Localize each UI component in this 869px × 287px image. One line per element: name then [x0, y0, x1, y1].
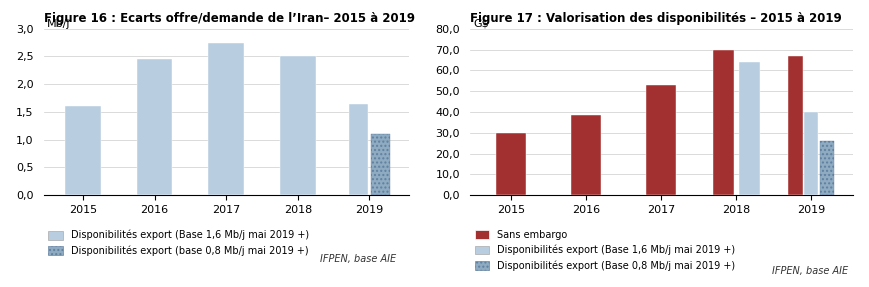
Legend: Sans embargo, Disponibilités export (Base 1,6 Mb/j mai 2019 +), Disponibilités e: Sans embargo, Disponibilités export (Bas… [474, 230, 734, 271]
Bar [646, 85, 675, 195]
Text: Mb/j: Mb/j [47, 19, 70, 29]
Bar [136, 59, 172, 195]
Text: G$: G$ [473, 19, 488, 29]
Bar [348, 104, 368, 195]
Legend: Disponibilités export (Base 1,6 Mb/j mai 2019 +), Disponibilités export (base 0,: Disponibilités export (Base 1,6 Mb/j mai… [49, 230, 308, 256]
Bar [713, 50, 733, 195]
Text: IFPEN, base AIE: IFPEN, base AIE [320, 254, 395, 264]
Bar [570, 115, 600, 195]
Text: Figure 17 : Valorisation des disponibilités – 2015 à 2019: Figure 17 : Valorisation des disponibili… [469, 12, 840, 25]
Bar [280, 57, 315, 195]
Bar [65, 106, 101, 195]
Bar [803, 112, 818, 195]
Bar [208, 42, 244, 195]
Text: IFPEN, base AIE: IFPEN, base AIE [772, 265, 847, 276]
Bar [819, 141, 833, 195]
Bar [787, 56, 802, 195]
Bar [495, 133, 526, 195]
Bar [370, 134, 389, 195]
Text: Figure 16 : Ecarts offre/demande de l’Iran– 2015 à 2019: Figure 16 : Ecarts offre/demande de l’Ir… [43, 12, 414, 25]
Bar [738, 62, 759, 195]
